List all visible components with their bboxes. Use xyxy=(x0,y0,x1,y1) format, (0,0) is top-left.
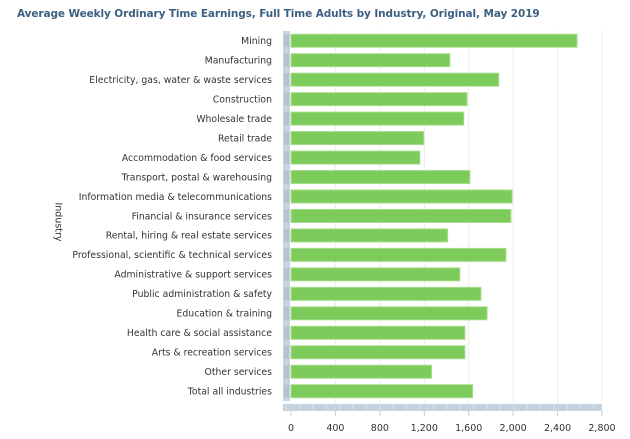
bar[interactable] xyxy=(290,384,474,399)
category-label: Transport, postal & warehousing xyxy=(121,172,272,183)
x-tick-label: 1,600 xyxy=(455,423,482,434)
row-marker xyxy=(284,384,289,398)
category-label: Total all industries xyxy=(187,386,272,397)
category-label: Information media & telecommunications xyxy=(79,192,272,203)
row-marker xyxy=(284,170,289,184)
bar[interactable] xyxy=(290,131,425,146)
category-label: Mining xyxy=(241,36,272,47)
row-marker xyxy=(284,306,289,320)
category-label: Wholesale trade xyxy=(196,114,272,125)
bar[interactable] xyxy=(290,306,488,321)
x-axis-band xyxy=(283,403,602,411)
row-marker xyxy=(284,73,289,87)
category-label: Administrative & support services xyxy=(114,270,272,281)
category-label: Other services xyxy=(205,367,273,378)
bar[interactable] xyxy=(290,228,449,243)
row-marker xyxy=(284,209,289,223)
y-axis-band xyxy=(283,31,290,401)
row-marker xyxy=(284,345,289,359)
bar[interactable] xyxy=(290,364,433,379)
bars xyxy=(290,33,578,399)
bar[interactable] xyxy=(290,345,466,360)
bar[interactable] xyxy=(290,325,466,340)
row-marker xyxy=(284,189,289,203)
row-marker xyxy=(284,228,289,242)
category-label: Education & training xyxy=(177,309,273,320)
category-label: Rental, hiring & real estate services xyxy=(106,231,272,242)
row-marker xyxy=(284,34,289,48)
bar[interactable] xyxy=(290,267,461,282)
category-labels: Mining Manufacturing Electricity, gas, wat… xyxy=(72,36,272,397)
category-label: Construction xyxy=(213,94,272,105)
row-marker xyxy=(284,248,289,262)
row-marker xyxy=(284,287,289,301)
bar[interactable] xyxy=(290,33,578,48)
x-tick-label: 2,000 xyxy=(500,423,527,434)
x-tick-label: 2,400 xyxy=(544,423,571,434)
row-marker xyxy=(284,53,289,67)
category-label: Public administration & safety xyxy=(132,289,272,300)
row-marker xyxy=(284,92,289,106)
x-axis: 0 400 800 1,200 1,600 2,000 2,400 2,800 xyxy=(283,403,616,434)
x-tick-label: 400 xyxy=(326,423,344,434)
category-label: Professional, scientific & technical ser… xyxy=(72,250,272,261)
bar[interactable] xyxy=(290,170,471,185)
x-tick-label: 800 xyxy=(371,423,389,434)
bar[interactable] xyxy=(290,189,513,204)
bar[interactable] xyxy=(290,208,512,223)
row-marker xyxy=(284,131,289,145)
bar[interactable] xyxy=(290,150,421,165)
category-label: Manufacturing xyxy=(205,56,272,67)
row-marker xyxy=(284,326,289,340)
bar[interactable] xyxy=(290,92,468,107)
category-label: Accommodation & food services xyxy=(122,153,272,164)
x-tick-label: 1,200 xyxy=(411,423,438,434)
x-tick-label: 0 xyxy=(288,423,294,434)
bar[interactable] xyxy=(290,72,500,87)
category-label: Retail trade xyxy=(218,133,272,144)
bar[interactable] xyxy=(290,53,451,68)
bar[interactable] xyxy=(290,286,482,301)
x-tick-label: 2,800 xyxy=(588,423,615,434)
category-label: Financial & insurance services xyxy=(132,211,273,222)
category-label: Health care & social assistance xyxy=(127,328,272,339)
row-marker xyxy=(284,267,289,281)
row-marker xyxy=(284,151,289,165)
bar[interactable] xyxy=(290,111,465,126)
row-marker xyxy=(284,112,289,126)
category-label: Electricity, gas, water & waste services xyxy=(89,75,272,86)
chart-title: Average Weekly Ordinary Time Earnings, F… xyxy=(17,8,540,20)
bar[interactable] xyxy=(290,247,507,262)
category-label: Arts & recreation services xyxy=(152,348,272,359)
row-marker xyxy=(284,365,289,379)
